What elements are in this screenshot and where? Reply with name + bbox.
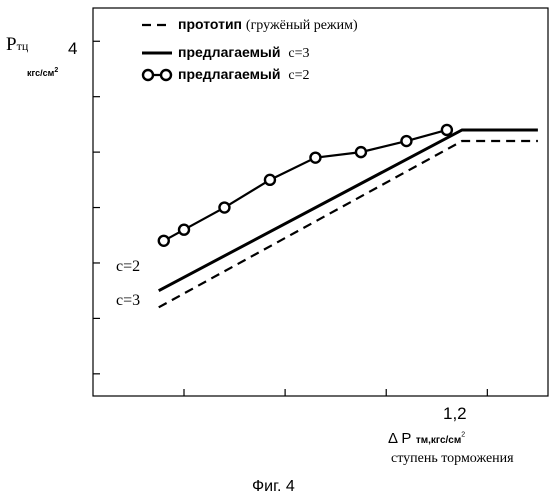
legend-c3-note: c=3 bbox=[288, 46, 309, 61]
x-axis-label-sub: тм,кгс/см bbox=[416, 435, 461, 446]
legend-marker-c2-right bbox=[161, 70, 171, 80]
annotation-c3: c=3 bbox=[116, 293, 140, 309]
x-axis-label-exp: 2 bbox=[461, 432, 465, 439]
series-2-marker-3 bbox=[265, 175, 275, 185]
series-2-marker-0 bbox=[159, 236, 169, 246]
series-2-marker-7 bbox=[442, 125, 452, 135]
legend-c2-note: c=2 bbox=[288, 68, 309, 83]
figure-caption: Фиг. 4 bbox=[252, 479, 295, 495]
legend-c3-name: предлагаемый bbox=[178, 44, 281, 60]
legend-c2-name: предлагаемый bbox=[178, 66, 281, 82]
y-axis-unit-exp: 2 bbox=[54, 67, 58, 74]
x-tick-label: 1,2 bbox=[443, 405, 467, 422]
y-axis-label-sub: тц bbox=[17, 39, 29, 53]
y-tick-label: 4 bbox=[68, 40, 77, 57]
series-0-line bbox=[159, 141, 538, 307]
y-axis-unit: кгс/см2 bbox=[27, 67, 58, 78]
series-2-marker-5 bbox=[356, 147, 366, 157]
y-axis-unit-text: кгс/см bbox=[27, 68, 54, 78]
series-2-marker-1 bbox=[179, 225, 189, 235]
x-axis-label-main: Δ P bbox=[388, 430, 411, 447]
legend-label-c2: предлагаемый c=2 bbox=[178, 67, 310, 83]
legend-marker-c2-left bbox=[143, 70, 153, 80]
annotation-c2: c=2 bbox=[116, 259, 140, 275]
series-2-marker-6 bbox=[401, 136, 411, 146]
y-axis-label-main: P bbox=[6, 34, 17, 55]
legend-prototype-name: прототип bbox=[178, 16, 242, 32]
y-axis-label: Pтц bbox=[6, 35, 28, 54]
x-axis-caption: ступень торможения bbox=[391, 452, 514, 466]
legend-prototype-note: (гружёный режим) bbox=[246, 18, 358, 33]
x-axis-label: Δ P тм,кгс/см2 bbox=[388, 431, 465, 447]
legend-label-prototype: прототип (гружёный режим) bbox=[178, 17, 358, 33]
series-2-marker-4 bbox=[310, 153, 320, 163]
plot-frame bbox=[93, 8, 548, 396]
series-2-marker-2 bbox=[219, 203, 229, 213]
legend-label-c3: предлагаемый c=3 bbox=[178, 45, 310, 61]
